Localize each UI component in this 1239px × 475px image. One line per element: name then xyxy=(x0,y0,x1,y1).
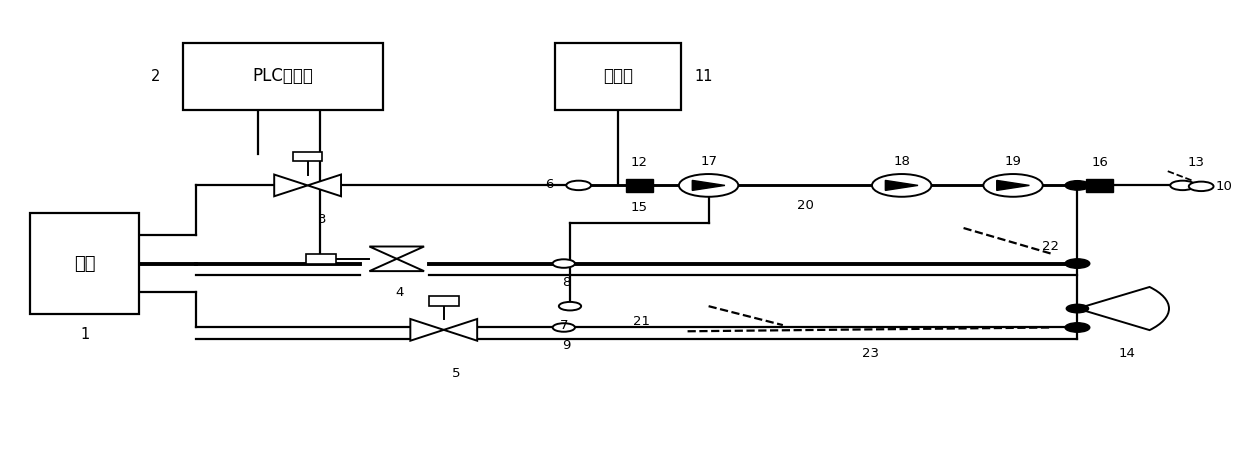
Polygon shape xyxy=(693,180,725,190)
Text: 7: 7 xyxy=(560,319,567,332)
Text: 17: 17 xyxy=(700,155,717,168)
Text: 15: 15 xyxy=(631,201,648,214)
Polygon shape xyxy=(410,319,444,341)
Circle shape xyxy=(566,180,591,190)
Circle shape xyxy=(1066,259,1090,268)
Text: 6: 6 xyxy=(545,179,554,191)
Bar xyxy=(306,254,336,264)
Text: 11: 11 xyxy=(694,69,712,84)
Text: 1: 1 xyxy=(81,327,89,342)
Circle shape xyxy=(679,174,738,197)
Circle shape xyxy=(1066,323,1090,332)
Text: 10: 10 xyxy=(1215,180,1233,193)
Text: 19: 19 xyxy=(1005,155,1021,168)
Text: 22: 22 xyxy=(1042,240,1058,254)
Text: 12: 12 xyxy=(631,156,648,169)
Text: 2: 2 xyxy=(151,69,160,84)
Text: 23: 23 xyxy=(861,347,878,360)
Text: 16: 16 xyxy=(1092,156,1108,169)
Bar xyxy=(31,213,139,314)
Circle shape xyxy=(1066,180,1090,190)
Text: 4: 4 xyxy=(395,286,404,299)
Bar xyxy=(182,43,383,110)
Text: 微泵: 微泵 xyxy=(74,255,95,273)
Text: 21: 21 xyxy=(633,315,650,328)
Polygon shape xyxy=(274,174,307,196)
Text: 5: 5 xyxy=(452,367,461,380)
Text: 9: 9 xyxy=(563,339,570,352)
Text: 3: 3 xyxy=(318,213,327,226)
Bar xyxy=(555,43,681,110)
Text: 18: 18 xyxy=(893,155,911,168)
Bar xyxy=(292,152,322,161)
Wedge shape xyxy=(1078,287,1170,330)
Polygon shape xyxy=(307,174,341,196)
Bar xyxy=(1087,179,1114,191)
Text: 13: 13 xyxy=(1187,156,1204,169)
Polygon shape xyxy=(886,180,918,190)
Text: 14: 14 xyxy=(1119,347,1135,360)
Polygon shape xyxy=(369,259,424,271)
Circle shape xyxy=(1171,180,1194,190)
Circle shape xyxy=(872,174,932,197)
Circle shape xyxy=(553,323,575,332)
Bar xyxy=(429,296,458,305)
Bar xyxy=(626,179,653,191)
Polygon shape xyxy=(996,180,1030,190)
Polygon shape xyxy=(444,319,477,341)
Circle shape xyxy=(1067,304,1089,313)
Text: PLC控制器: PLC控制器 xyxy=(253,67,313,86)
Text: 8: 8 xyxy=(563,276,570,289)
Text: 20: 20 xyxy=(797,199,814,212)
Polygon shape xyxy=(369,247,424,259)
Text: 试样池: 试样池 xyxy=(603,67,633,86)
Circle shape xyxy=(553,259,575,268)
Circle shape xyxy=(984,174,1043,197)
Circle shape xyxy=(559,302,581,311)
Circle shape xyxy=(1188,181,1213,191)
